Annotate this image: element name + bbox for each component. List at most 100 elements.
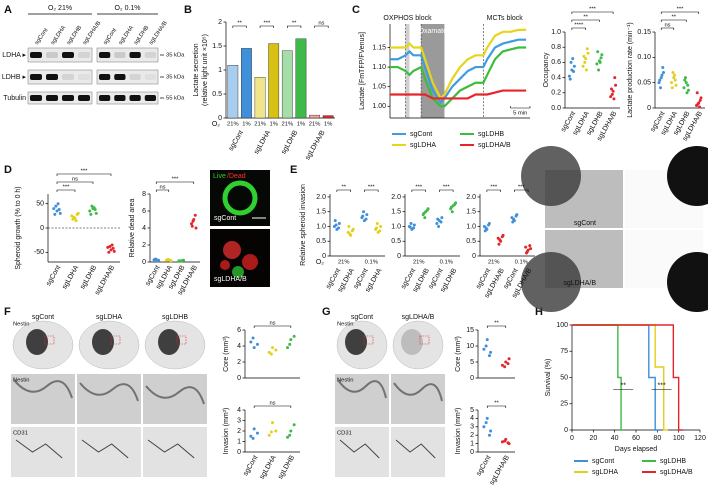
image [77, 374, 141, 424]
data-point [568, 77, 572, 81]
significance-label: ns [72, 177, 78, 183]
spheroid [220, 260, 230, 270]
image [391, 374, 445, 424]
y-tick-label: 0.2 [551, 90, 561, 97]
data-point [255, 431, 259, 435]
data-point [612, 97, 616, 101]
data-point [436, 217, 440, 221]
significance-bracket [364, 189, 379, 192]
y-tick-label: 0.4 [551, 74, 561, 81]
data-point [292, 423, 296, 427]
data-point [450, 210, 454, 214]
data-point [57, 208, 61, 212]
inset-box [44, 335, 55, 345]
data-point [252, 427, 256, 431]
stain-label: /Dead [227, 173, 246, 180]
data-point [361, 214, 365, 218]
y-tick-label: 1.0 [466, 223, 476, 230]
image [11, 374, 75, 424]
region [405, 24, 410, 118]
data-point [485, 416, 489, 420]
data-point [165, 258, 169, 262]
vessel-texture [13, 379, 73, 399]
data-point [412, 226, 416, 230]
x-tick-label: 1% [242, 122, 250, 128]
significance-label: *** [658, 382, 666, 389]
data-point [586, 51, 590, 55]
y-tick-label: 1 [218, 67, 222, 74]
significance-label: ** [292, 21, 297, 27]
significance-bracket [486, 405, 507, 408]
blot-band [46, 95, 58, 101]
x-tick-label: 21% [254, 122, 266, 128]
condition-label: 0.1% [365, 260, 378, 266]
data-point [286, 346, 290, 350]
region-label: Oxamate [419, 28, 448, 35]
data-point [487, 433, 491, 437]
y-tick-label: 0 [397, 253, 401, 260]
tumor [158, 329, 180, 355]
significance-bracket [155, 189, 170, 192]
x-tick-label: 1% [269, 122, 277, 128]
data-point [409, 222, 413, 226]
data-point [453, 202, 457, 206]
blot-band [129, 95, 141, 101]
significance-bracket [486, 189, 501, 192]
blot-band [144, 74, 156, 80]
data-point [71, 217, 75, 221]
image-label: sgLDHA [96, 314, 122, 321]
y-tick-label: 0 [237, 449, 241, 456]
blot-band [99, 74, 111, 80]
y-tick-label: 0 [142, 259, 146, 266]
blot-band [30, 52, 42, 58]
y-tick-label: 0 [322, 253, 326, 260]
data-point [674, 83, 678, 87]
data-point [695, 91, 699, 95]
data-point [503, 365, 507, 369]
panel-label: E [290, 164, 297, 176]
data-point [698, 98, 702, 102]
stain-label: CD31 [337, 431, 352, 437]
data-point [289, 338, 293, 342]
data-point [178, 259, 182, 263]
series-line [572, 324, 624, 431]
scale-bar [510, 106, 531, 109]
series-line [572, 324, 683, 431]
significance-label: ns [318, 21, 324, 27]
bar [309, 114, 320, 119]
series-line [572, 324, 660, 431]
significance-bracket [411, 189, 426, 192]
data-point [53, 212, 57, 216]
stain-label: CD31 [13, 431, 28, 437]
significance-label: ** [237, 21, 242, 27]
stain-label: Nestin [13, 322, 29, 328]
y-axis-label: Lactate [FmTFP/FVenus] [359, 32, 366, 110]
x-tick-label: 80 [653, 435, 661, 442]
data-point [153, 258, 157, 262]
significance-bracket [439, 189, 454, 192]
lane-label: sgCont [34, 27, 50, 46]
image [210, 170, 270, 226]
data-point [595, 62, 599, 66]
data-point [274, 429, 278, 433]
data-point [489, 429, 493, 433]
legend-label: sgCont [410, 131, 432, 138]
image-label: sgCont [351, 314, 373, 321]
blot-row-label: Tubulin [3, 95, 26, 102]
y-tick-label: 3 [470, 424, 474, 431]
data-point [673, 73, 676, 77]
data-point [529, 247, 533, 251]
image [143, 427, 207, 477]
y-tick-label: 0 [237, 375, 241, 382]
tumor [345, 329, 367, 355]
significance-bracket [56, 173, 112, 176]
blot-strip [96, 47, 159, 63]
y-axis-label: Occupancy [543, 52, 550, 88]
data-point [274, 348, 278, 352]
significance-bracket [155, 181, 195, 184]
significance-label: ** [494, 401, 499, 407]
vessel-texture [145, 385, 205, 405]
data-point [107, 250, 111, 254]
data-point [449, 205, 453, 209]
significance-label: *** [589, 7, 597, 13]
